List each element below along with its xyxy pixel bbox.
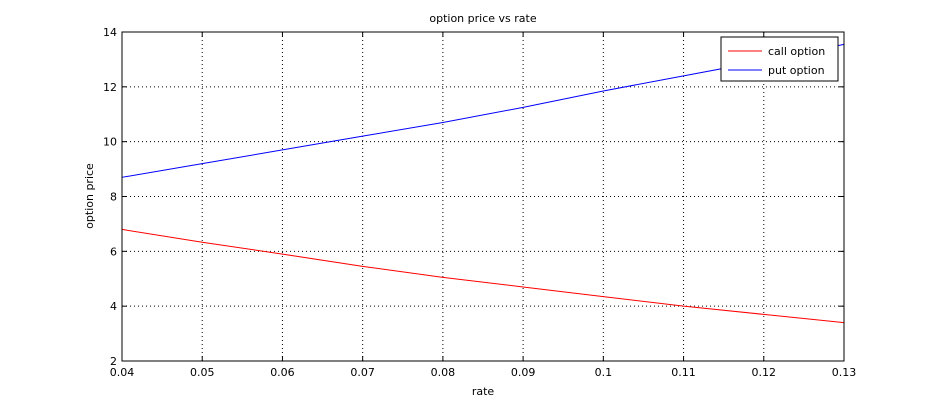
- x-tick-label: 0.09: [511, 366, 536, 379]
- legend-label-put-option: put option: [768, 64, 825, 77]
- y-tick-label: 12: [103, 81, 117, 94]
- y-tick-label: 8: [110, 191, 117, 204]
- x-tick-label: 0.1: [595, 366, 613, 379]
- x-tick-label: 0.06: [270, 366, 295, 379]
- x-tick-label: 0.12: [752, 366, 777, 379]
- grid: [122, 32, 844, 361]
- y-tick-label: 14: [103, 26, 117, 39]
- x-tick-label: 0.11: [671, 366, 696, 379]
- chart-title: option price vs rate: [429, 12, 536, 25]
- x-tick-label: 0.07: [350, 366, 375, 379]
- x-axis-label: rate: [472, 385, 495, 398]
- y-tick-label: 2: [110, 355, 117, 368]
- y-tick-label: 10: [103, 136, 117, 149]
- y-axis-label: option price: [83, 163, 96, 229]
- series-line-call-option: [121, 228, 845, 324]
- legend: call option put option: [720, 36, 839, 82]
- x-tick-label: 0.05: [190, 366, 215, 379]
- axis-ticks: 0.04 0.05 0.06 0.07 0.08 0.09 0.1 0.11 0.12 0.13 2…: [103, 26, 856, 379]
- legend-label-call-option: call option: [768, 45, 825, 58]
- y-tick-label: 6: [110, 245, 117, 258]
- x-tick-label: 0.04: [110, 366, 135, 379]
- y-tick-label: 4: [110, 300, 117, 313]
- x-tick-label: 0.13: [832, 366, 857, 379]
- x-tick-label: 0.08: [431, 366, 456, 379]
- legend-box: [720, 36, 839, 82]
